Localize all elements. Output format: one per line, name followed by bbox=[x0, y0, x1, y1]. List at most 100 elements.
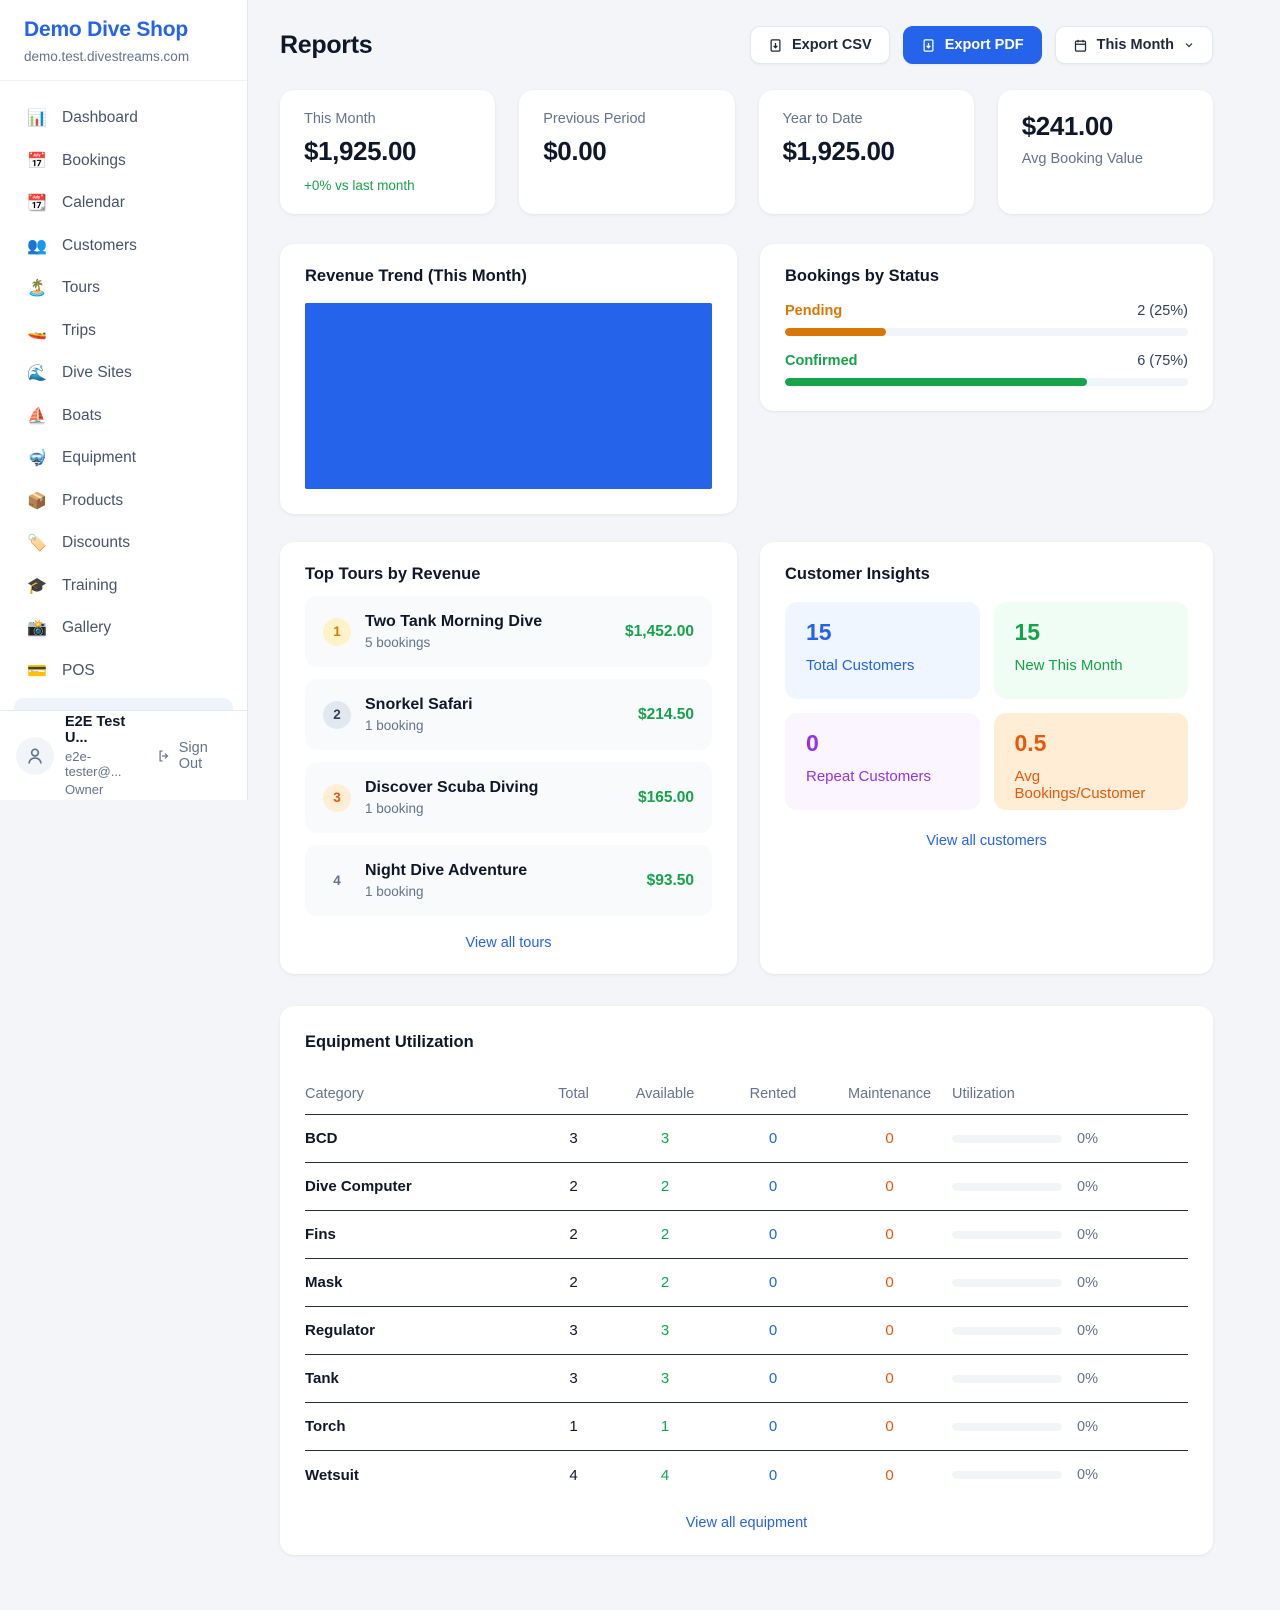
sidebar-item-pos[interactable]: 💳 POS bbox=[0, 650, 247, 693]
tour-name: Night Dive Adventure bbox=[365, 862, 528, 879]
cell-rented: 0 bbox=[768, 1226, 778, 1243]
header-actions: Export CSV Export PDF This Month bbox=[749, 26, 1213, 64]
tile-value: 0.5 bbox=[1014, 730, 1047, 756]
tile-total-customers: 15 Total Customers bbox=[785, 602, 980, 699]
user-info: E2E Test U... e2e-tester@... Owner bbox=[65, 714, 146, 797]
sidebar-item-trips[interactable]: 🚤 Trips bbox=[0, 310, 247, 353]
cell-category: Dive Computer bbox=[305, 1178, 412, 1195]
rank-badge: 4 bbox=[333, 873, 341, 888]
table-row: Mask 2 2 0 0 0% bbox=[305, 1259, 1188, 1307]
cell-total: 2 bbox=[569, 1178, 578, 1195]
cell-total: 4 bbox=[569, 1466, 578, 1484]
cell-available: 3 bbox=[660, 1370, 670, 1387]
insights-row: Top Tours by Revenue 1 Two Tank Morning … bbox=[280, 542, 1213, 974]
bookings-by-status-title: Bookings by Status bbox=[785, 267, 940, 285]
page-header: Reports Export CSV Export PDF bbox=[280, 26, 1213, 64]
period-dropdown[interactable]: This Month bbox=[1054, 26, 1213, 64]
table-row: BCD 3 3 0 0 0% bbox=[305, 1115, 1188, 1163]
table-row: Tank 3 3 0 0 0% bbox=[305, 1355, 1188, 1403]
cell-rented: 0 bbox=[768, 1130, 778, 1147]
sidebar-item-training[interactable]: 🎓 Training bbox=[0, 565, 247, 608]
sign-out-button[interactable]: Sign Out bbox=[157, 740, 231, 772]
table-header-row: Category Total Available Rented Maintena… bbox=[305, 1073, 1188, 1115]
sidebar-item-tours[interactable]: 🏝️ Tours bbox=[0, 267, 247, 310]
sidebar-item-dive-sites[interactable]: 🌊 Dive Sites bbox=[0, 352, 247, 395]
tour-revenue: $214.50 bbox=[637, 705, 694, 723]
sidebar-item-calendar[interactable]: 📆 Calendar bbox=[0, 182, 247, 225]
top-tours-title: Top Tours by Revenue bbox=[305, 565, 481, 583]
cell-total: 2 bbox=[569, 1274, 578, 1291]
table-body: BCD 3 3 0 0 0% Dive Computer 2 2 0 0 0% … bbox=[305, 1115, 1188, 1499]
sidebar-item-products[interactable]: 📦 Products bbox=[0, 480, 247, 523]
sidebar-item-bookings[interactable]: 📅 Bookings bbox=[0, 140, 247, 183]
sidebar-item-discounts[interactable]: 🏷️ Discounts bbox=[0, 522, 247, 565]
stat-value: $241.00 bbox=[1021, 111, 1114, 141]
top-tours-card: Top Tours by Revenue 1 Two Tank Morning … bbox=[280, 542, 737, 974]
sidebar-item-label: POS bbox=[62, 661, 95, 679]
column-header: Category bbox=[305, 1085, 364, 1102]
stat-card-this-month: This Month $1,925.00 +0% vs last month bbox=[280, 90, 496, 214]
cell-maintenance: 0 bbox=[885, 1370, 894, 1387]
stat-delta: +0% vs last month bbox=[304, 178, 415, 193]
wave-icon: 🌊 bbox=[27, 365, 47, 383]
cell-total: 2 bbox=[569, 1226, 578, 1243]
view-all-tours-link[interactable]: View all tours bbox=[465, 935, 552, 951]
tour-list-item: 4 Night Dive Adventure 1 booking $93.50 bbox=[305, 845, 712, 916]
sidebar-item-boats[interactable]: ⛵ Boats bbox=[0, 395, 247, 438]
stat-label: Year to Date bbox=[782, 111, 863, 127]
utilization-percent: 0% bbox=[1077, 1226, 1098, 1243]
export-csv-button[interactable]: Export CSV bbox=[749, 26, 890, 64]
utilization-bar-track bbox=[952, 1278, 1062, 1287]
sidebar-item-equipment[interactable]: 🤿 Equipment bbox=[0, 437, 247, 480]
table-row: Dive Computer 2 2 0 0 0% bbox=[305, 1163, 1188, 1211]
export-pdf-button[interactable]: Export PDF bbox=[902, 26, 1042, 64]
status-label-pending: Pending bbox=[785, 303, 843, 319]
cell-category: Regulator bbox=[305, 1322, 376, 1339]
cell-utilization: 0% bbox=[952, 1323, 1188, 1339]
column-header: Rented bbox=[749, 1085, 797, 1102]
utilization-percent: 0% bbox=[1077, 1467, 1098, 1483]
cell-utilization: 0% bbox=[952, 1467, 1188, 1483]
stat-value: $1,925.00 bbox=[304, 136, 417, 166]
utilization-percent: 0% bbox=[1077, 1370, 1098, 1387]
tour-list-item: 2 Snorkel Safari 1 booking $214.50 bbox=[305, 679, 712, 750]
sidebar-item-dashboard[interactable]: 📊 Dashboard bbox=[0, 97, 247, 140]
view-all-equipment-link[interactable]: View all equipment bbox=[685, 1515, 808, 1531]
sidebar-item-customers[interactable]: 👥 Customers bbox=[0, 225, 247, 268]
sidebar: Demo Dive Shop demo.test.divestreams.com… bbox=[0, 0, 248, 800]
cell-category: Mask bbox=[305, 1274, 343, 1291]
tile-new-this-month: 15 New This Month bbox=[993, 602, 1188, 699]
revenue-trend-chart bbox=[305, 303, 712, 489]
cell-category: Wetsuit bbox=[305, 1466, 359, 1484]
column-header: Maintenance bbox=[847, 1085, 932, 1102]
cell-category: Torch bbox=[305, 1418, 346, 1435]
table-row: Regulator 3 3 0 0 0% bbox=[305, 1307, 1188, 1355]
utilization-bar-track bbox=[952, 1230, 1062, 1239]
cell-total: 3 bbox=[569, 1322, 578, 1339]
status-bar-track bbox=[785, 378, 1188, 386]
stat-value: $1,925.00 bbox=[782, 136, 895, 166]
view-all-customers-link[interactable]: View all customers bbox=[926, 833, 1047, 849]
chevron-down-icon bbox=[1185, 43, 1193, 48]
sidebar-item-label: Equipment bbox=[62, 449, 137, 467]
equipment-utilization-card: Equipment Utilization Category Total Ava… bbox=[280, 1006, 1213, 1555]
sidebar-item-reports-partial[interactable] bbox=[14, 698, 233, 710]
cell-rented: 0 bbox=[768, 1370, 778, 1387]
stat-label: Avg Booking Value bbox=[1021, 151, 1143, 167]
cell-rented: 0 bbox=[768, 1466, 778, 1484]
utilization-percent: 0% bbox=[1077, 1178, 1098, 1195]
status-bar-fill-pending bbox=[785, 328, 886, 336]
tile-value: 15 bbox=[1014, 619, 1041, 645]
stat-value: $0.00 bbox=[543, 136, 607, 166]
cell-category: Tank bbox=[305, 1370, 339, 1387]
status-bar-fill-confirmed bbox=[785, 378, 1088, 386]
sidebar-item-gallery[interactable]: 📸 Gallery bbox=[0, 607, 247, 650]
utilization-bar-track bbox=[952, 1374, 1062, 1383]
cell-maintenance: 0 bbox=[885, 1226, 894, 1243]
utilization-bar-track bbox=[952, 1326, 1062, 1335]
person-icon bbox=[28, 748, 42, 764]
stat-label: This Month bbox=[304, 111, 376, 127]
export-pdf-label: Export PDF bbox=[944, 37, 1024, 53]
cell-maintenance: 0 bbox=[885, 1130, 894, 1147]
